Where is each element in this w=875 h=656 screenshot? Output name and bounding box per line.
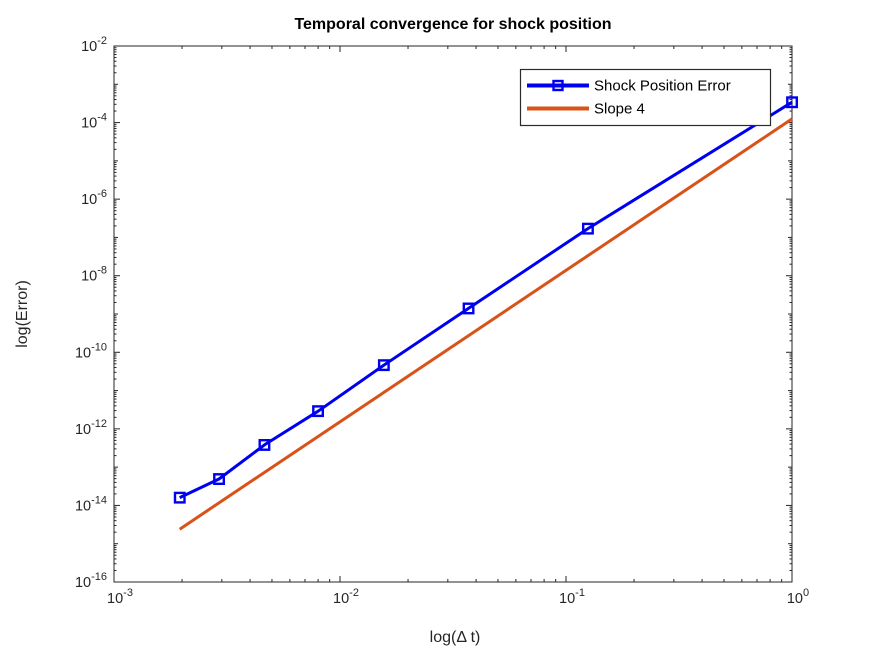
x-tick-label: 10-2 xyxy=(333,587,359,607)
y-tick-label: 10-14 xyxy=(75,494,107,514)
y-tick-label: 10-8 xyxy=(81,265,107,285)
y-tick-label: 10-10 xyxy=(75,341,107,361)
legend[interactable]: Shock Position Error Slope 4 xyxy=(519,68,772,127)
data-marker-square-shock-position-error xyxy=(258,439,271,451)
legend-item-shock-position-error[interactable]: Shock Position Error xyxy=(527,78,731,95)
legend-label-shock-position-error: Shock Position Error xyxy=(594,78,731,95)
data-marker-square-shock-position-error xyxy=(173,491,186,504)
y-tick-label: 10-12 xyxy=(75,418,107,438)
x-tick-label: 100 xyxy=(787,587,809,607)
data-marker-square-shock-position-error xyxy=(582,222,594,235)
plot-box xyxy=(113,45,793,583)
x-axis-label: log(Δ t) xyxy=(430,629,481,646)
y-tick-label: 10-2 xyxy=(81,35,107,55)
x-tick-label: 10-1 xyxy=(559,587,585,607)
legend-box xyxy=(519,68,772,127)
legend-item-slope-4[interactable]: Slope 4 xyxy=(527,101,645,118)
y-axis-label: log(Error) xyxy=(14,280,31,348)
x-tick-label: 10-3 xyxy=(107,587,133,607)
legend-label-slope-4: Slope 4 xyxy=(594,101,645,118)
data-marker-square-shock-position-error xyxy=(312,405,324,418)
y-tick-label: 10-16 xyxy=(75,571,107,591)
data-marker-square-shock-position-error xyxy=(786,96,798,109)
y-tick-label: 10-4 xyxy=(81,112,107,132)
legend-marker-square-icon xyxy=(552,79,564,92)
chart-title: Temporal convergence for shock position xyxy=(294,16,611,33)
data-marker-square-shock-position-error xyxy=(462,302,475,315)
series-layer xyxy=(173,96,798,531)
data-marker-square-shock-position-error xyxy=(213,473,226,485)
data-marker-square-shock-position-error xyxy=(377,359,390,372)
axes: 10-3 10-2 10-1 100 10-16 10-14 10-12 10-10 10-8 1… xyxy=(75,35,809,607)
series-line-slope-4 xyxy=(178,117,793,531)
y-tick-label: 10-6 xyxy=(81,188,107,208)
series-line-shock-position-error xyxy=(179,100,793,499)
